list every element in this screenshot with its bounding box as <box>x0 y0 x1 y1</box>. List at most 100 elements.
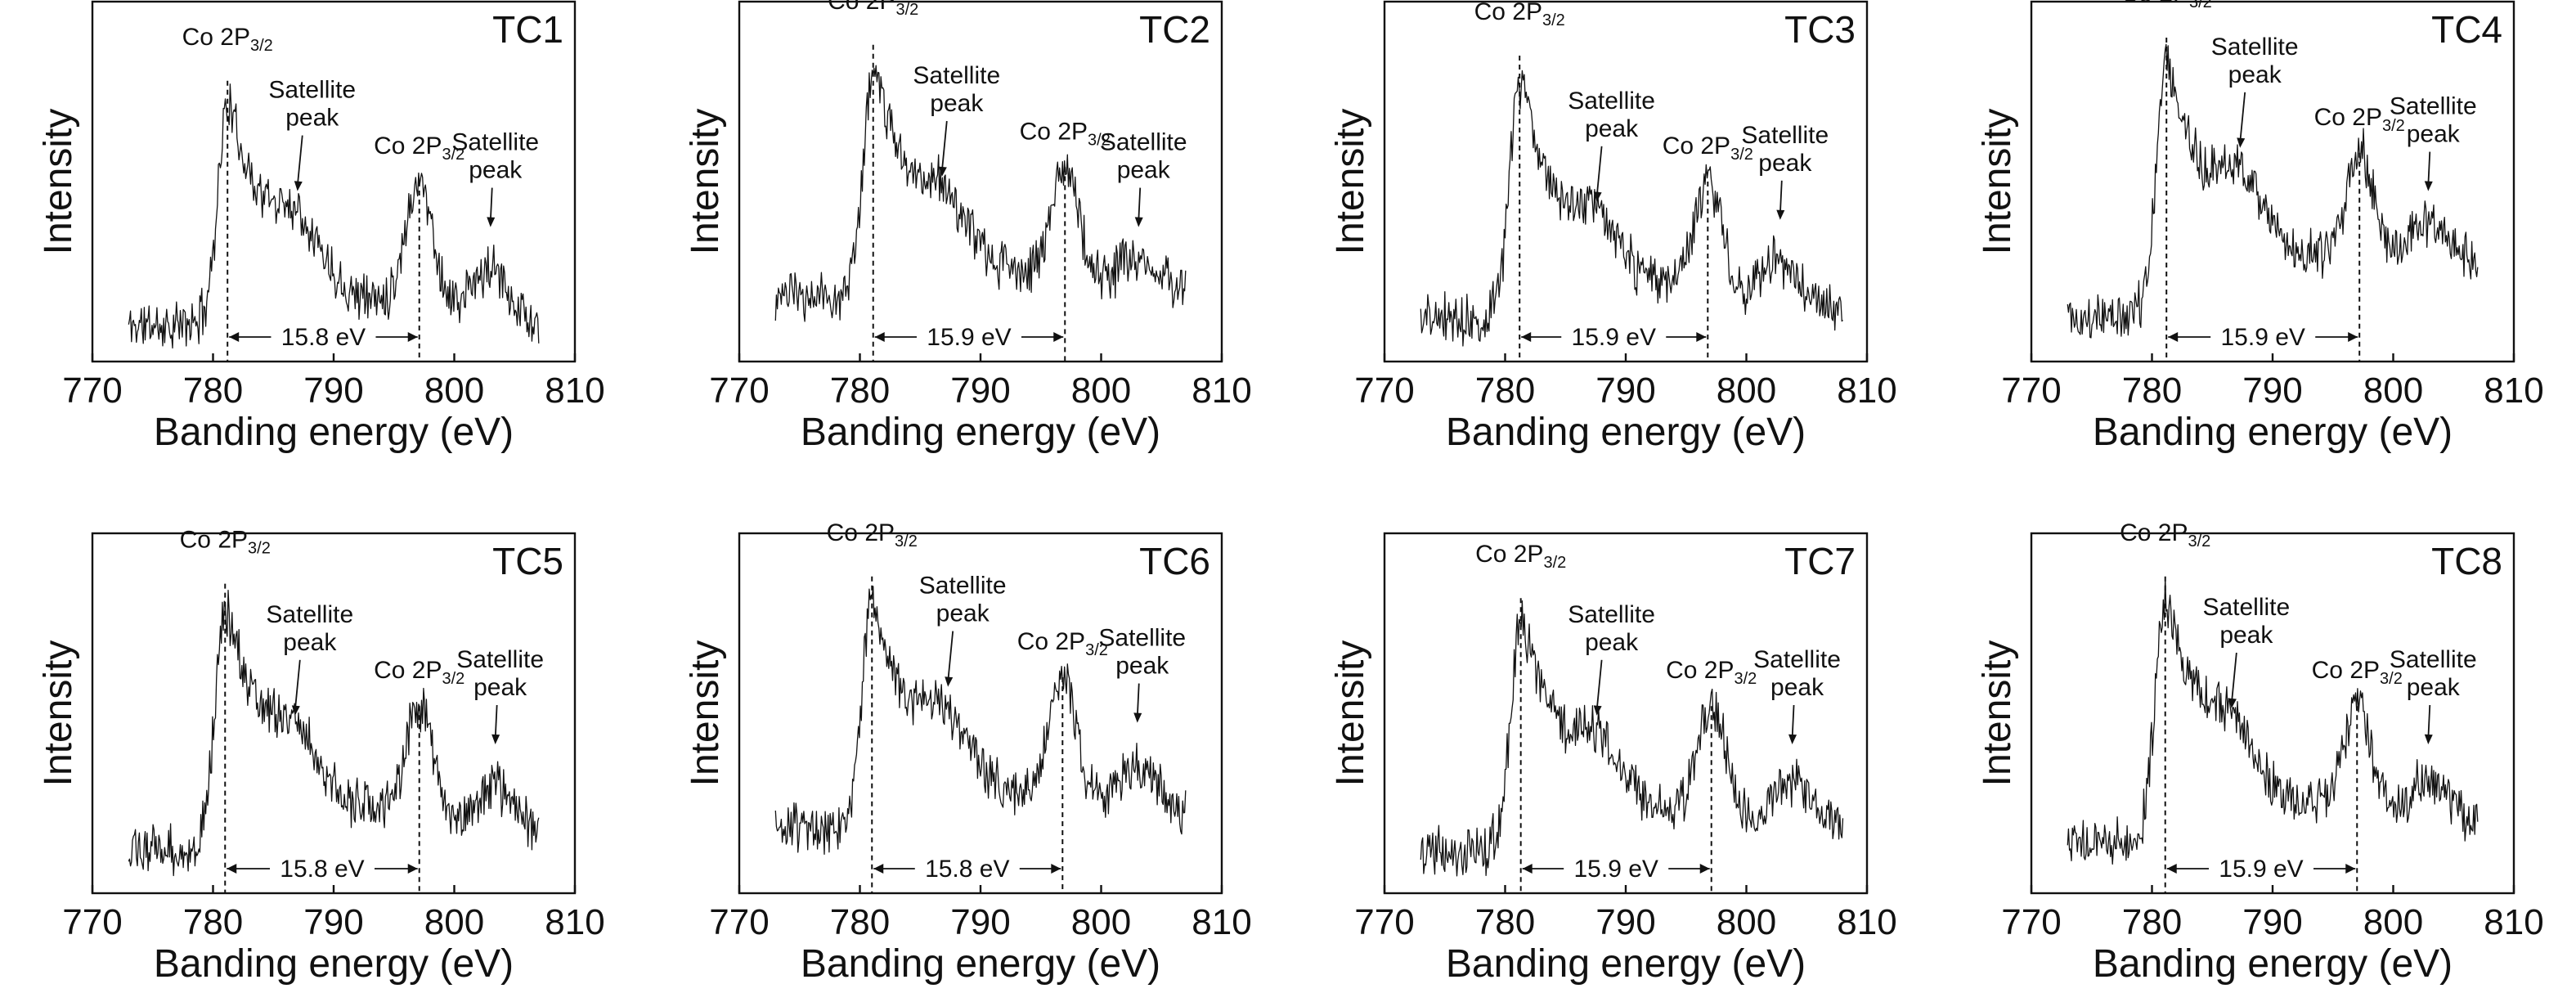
arrow-head-left <box>2168 332 2179 342</box>
y-axis-label: Intensity <box>1976 109 2019 255</box>
satellite-pointer-line <box>1136 683 1140 718</box>
satellite-label-line: peak <box>469 157 523 184</box>
peak-label-main: Co 2P <box>1475 541 1543 568</box>
peak-label-main: Co 2P <box>1017 628 1085 655</box>
panel-title: TC5 <box>492 540 563 582</box>
x-tick-label: 810 <box>1192 371 1251 411</box>
satellite-pointer-line <box>1779 180 1783 215</box>
x-axis-label: Banding energy (eV) <box>801 411 1160 454</box>
arrow-head-right <box>407 864 418 874</box>
x-tick-label: 800 <box>424 371 484 411</box>
satellite-pointer-head <box>2237 137 2246 148</box>
peak-label-subscript: 3/2 <box>1085 641 1108 659</box>
separation-label-bg <box>916 321 1021 350</box>
separation-label-bg <box>1564 852 1669 882</box>
x-tick-label: 790 <box>1595 902 1655 942</box>
satellite-pointer-head <box>294 181 303 191</box>
satellite-pointer-head <box>1788 734 1797 744</box>
satellite-label-line: peak <box>1770 674 1824 701</box>
satellite-pointer-head <box>291 705 300 716</box>
separation-label: 15.8 eV <box>925 856 1009 883</box>
satellite-label-line: Satellite <box>919 573 1007 600</box>
satellite-label-line: peak <box>1758 150 1812 177</box>
peak-label-main: Co 2P <box>2312 657 2380 684</box>
satellite-pointer-head <box>487 217 496 227</box>
satellite-label-line: peak <box>2407 674 2461 701</box>
x-tick-label: 800 <box>1717 371 1776 411</box>
satellite-pointer-line <box>494 704 498 740</box>
satellite-pointer-head <box>2228 698 2237 708</box>
satellite-pointer-line <box>2230 652 2237 704</box>
peak-label-main: Co 2P <box>182 24 250 51</box>
x-tick-label: 790 <box>950 902 1010 942</box>
separation-label-bg <box>1561 321 1667 350</box>
x-tick-label: 770 <box>2001 902 2061 942</box>
satellite-pointer-head <box>1593 191 1602 202</box>
x-tick-label: 810 <box>1837 902 1896 942</box>
peak-label-subscript: 3/2 <box>1088 131 1111 149</box>
satellite-pointer-line <box>296 135 303 186</box>
peak-label: Co 2P3/2 <box>1017 628 1108 659</box>
arrow-head-left <box>1522 864 1533 874</box>
peak-label-subscript: 3/2 <box>896 1 919 19</box>
xps-panel-tc3: 770 780 790 800 810 Banding energy (eV) Intens… <box>1329 0 1897 454</box>
satellite-label-line: peak <box>1585 115 1639 142</box>
satellite-label-line: peak <box>473 674 527 701</box>
arrow-head-right <box>2345 864 2356 874</box>
satellite-label-line: Satellite <box>2211 34 2299 61</box>
x-tick-label: 780 <box>830 902 890 942</box>
separation-label: 15.8 eV <box>280 856 364 883</box>
peak-label-main: Co 2P <box>2121 0 2189 7</box>
satellite-pointer-head <box>1134 217 1143 227</box>
satellite-label-line: peak <box>1585 629 1639 656</box>
separation-label: 15.9 eV <box>1572 324 1656 351</box>
peak-label: Co 2P3/2 <box>182 24 273 55</box>
separation-label: 15.9 eV <box>927 324 1011 351</box>
spectrum-line <box>2067 577 2479 865</box>
panel-title: TC2 <box>1139 8 1210 51</box>
x-tick-label: 800 <box>2363 902 2423 942</box>
satellite-pointer-head <box>938 166 947 177</box>
satellite-label-line: Satellite <box>2202 594 2290 621</box>
peak-label-main: Co 2P <box>374 133 442 160</box>
panel-title: TC1 <box>492 8 563 51</box>
satellite-label-line: Satellite <box>1568 601 1655 628</box>
x-tick-label: 790 <box>303 371 363 411</box>
satellite-pointer-line <box>1595 659 1603 711</box>
x-tick-label: 770 <box>709 371 769 411</box>
peak-label: Co 2P3/2 <box>1663 133 1753 164</box>
y-axis-label: Intensity <box>684 109 727 255</box>
x-tick-label: 790 <box>950 371 1010 411</box>
satellite-pointer-head <box>2424 734 2433 744</box>
x-tick-label: 810 <box>545 371 604 411</box>
xps-panel-tc5: 770 780 790 800 810 Banding energy (eV) Intens… <box>37 527 605 986</box>
satellite-label: Satellite peak <box>451 129 539 184</box>
satellite-label-line: Satellite <box>451 129 539 156</box>
separation-label: 15.8 eV <box>281 324 366 351</box>
peak-label-main: Co 2P <box>827 519 895 546</box>
x-tick-label: 800 <box>424 902 484 942</box>
x-tick-label: 790 <box>303 902 363 942</box>
x-tick-label: 810 <box>2484 371 2543 411</box>
satellite-label-line: peak <box>285 105 339 132</box>
separation-label-bg <box>271 321 376 350</box>
satellite-label: Satellite peak <box>913 62 1000 117</box>
y-axis-label: Intensity <box>37 640 80 787</box>
spectrum-line <box>1420 70 1843 347</box>
satellite-label-line: Satellite <box>456 646 544 673</box>
peak-label-main: Co 2P <box>1666 657 1734 684</box>
separation-label: 15.9 eV <box>2219 856 2303 883</box>
xps-panel-tc8: 770 780 790 800 810 Banding energy (eV) Intens… <box>1976 519 2544 986</box>
satellite-label: Satellite peak <box>268 77 356 132</box>
peak-label: Co 2P3/2 <box>1475 541 1566 572</box>
x-tick-label: 810 <box>545 902 604 942</box>
satellite-pointer-line <box>1595 146 1603 197</box>
satellite-label: Satellite peak <box>1568 601 1655 656</box>
y-axis-label: Intensity <box>1329 640 1372 787</box>
satellite-pointer-head <box>1133 712 1142 723</box>
peak-label-subscript: 3/2 <box>248 540 271 558</box>
xps-panel-tc7: 770 780 790 800 810 Banding energy (eV) Intens… <box>1329 532 1897 986</box>
satellite-pointer-line <box>294 659 301 711</box>
peak-label-subscript: 3/2 <box>2382 117 2405 135</box>
satellite-label-line: peak <box>1117 157 1171 184</box>
